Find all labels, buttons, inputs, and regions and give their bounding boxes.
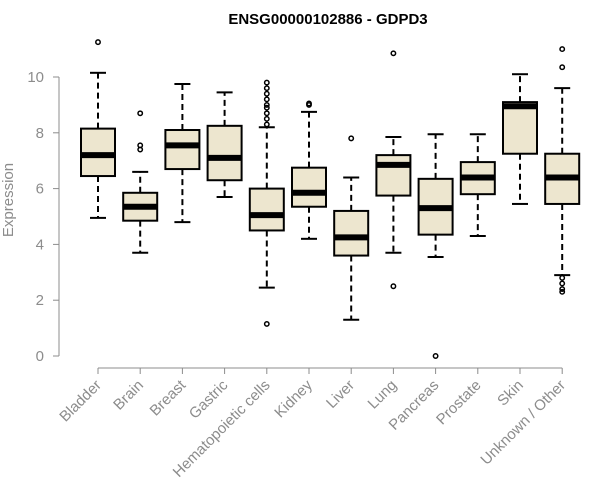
boxes-group [80, 39, 581, 359]
iqr-box [502, 101, 538, 155]
box-skin [502, 73, 538, 205]
y-tick-label: 8 [36, 125, 44, 142]
x-tick-label: Kidney [271, 376, 316, 421]
box-lung [375, 50, 412, 290]
x-tick-label: Prostate [433, 377, 485, 429]
x-tick-label: Brain [110, 377, 147, 414]
box-gastric [206, 91, 243, 198]
iqr-box [291, 166, 327, 208]
y-tick-label: 4 [36, 236, 44, 253]
y-tick-label: 0 [36, 348, 44, 365]
outlier-point [263, 79, 270, 86]
outlier-point [390, 283, 397, 290]
x-tick-label: Lung [365, 377, 401, 413]
iqr-box [375, 154, 412, 197]
x-tick-label: Liver [323, 377, 358, 412]
outlier-point [559, 46, 566, 53]
outlier-point [306, 100, 312, 107]
outlier-point [559, 274, 566, 281]
y-axis-label: Expression [0, 163, 17, 237]
outlier-point [263, 115, 270, 122]
box-breast [164, 82, 201, 224]
outlier-point [559, 286, 566, 292]
iqr-box [164, 129, 201, 171]
outlier-point [263, 104, 270, 111]
y-tick-label: 10 [27, 69, 44, 86]
y-tick-label: 2 [36, 292, 44, 309]
outlier-point [432, 353, 439, 359]
box-bladder [80, 39, 116, 219]
y-tick-label: 6 [36, 181, 44, 198]
outlier-point [559, 288, 566, 295]
x-tick-label: Breast [147, 376, 190, 419]
outlier-point [137, 110, 144, 117]
outlier-point [263, 85, 270, 92]
box-pancreas [417, 133, 454, 359]
box-liver [333, 135, 370, 321]
outlier-point [95, 39, 101, 46]
outlier-point [263, 90, 270, 97]
box-unknown-other [544, 46, 581, 295]
outlier-point [390, 50, 397, 57]
outlier-point [559, 64, 566, 71]
x-tick-label: Bladder [56, 377, 105, 426]
outlier-point [559, 280, 566, 287]
iqr-box [206, 124, 243, 182]
outlier-point [263, 121, 270, 128]
outlier-point [137, 142, 144, 149]
y-axis: 0 2 4 6 8 10 [27, 69, 60, 365]
box-prostate [459, 133, 496, 238]
iqr-box [333, 209, 370, 257]
outlier-point [263, 101, 270, 108]
box-hematopoietic-cells [248, 79, 285, 327]
box-kidney [291, 100, 327, 240]
outlier-point [263, 96, 270, 103]
chart-title: ENSG00000102886 - GDPD3 [228, 11, 427, 28]
outlier-point [263, 110, 270, 117]
iqr-box [248, 187, 285, 232]
outlier-point [348, 135, 355, 142]
x-tick-label: Skin [494, 377, 527, 410]
box-brain [122, 110, 159, 254]
outlier-point [263, 320, 270, 327]
